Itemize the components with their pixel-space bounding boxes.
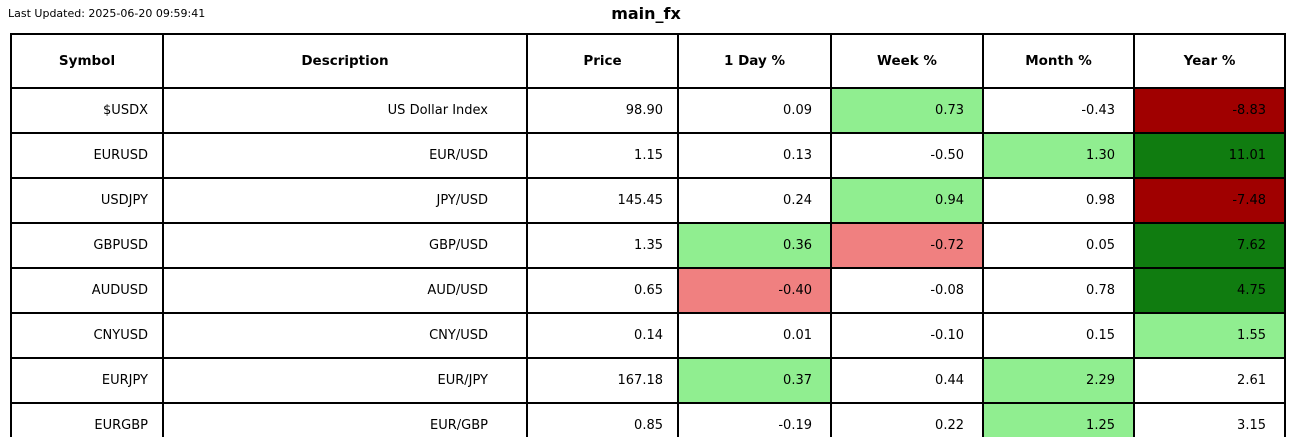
year-pct-cell: 11.01: [1133, 132, 1286, 179]
last-updated-text: Last Updated: 2025-06-20 09:59:41: [8, 7, 206, 20]
table-row: CNYUSD CNY/USD 0.14 0.01 -0.10 0.15 1.55: [10, 312, 1286, 359]
table-row: GBPUSD GBP/USD 1.35 0.36 -0.72 0.05 7.62: [10, 222, 1286, 269]
year-pct-cell: 7.62: [1133, 222, 1286, 269]
year-pct-cell: -8.83: [1133, 87, 1286, 134]
column-header-price: Price: [526, 33, 679, 89]
page-title: main_fx: [611, 4, 681, 23]
column-header-week-pct: Week %: [830, 33, 984, 89]
year-pct-cell: -7.48: [1133, 177, 1286, 224]
month-pct-cell: 0.05: [982, 222, 1135, 269]
description-cell: EUR/USD: [162, 132, 528, 179]
month-pct-cell: 1.25: [982, 402, 1135, 437]
day-pct-cell: -0.40: [677, 267, 832, 314]
year-pct-cell: 3.15: [1133, 402, 1286, 437]
price-cell: 1.15: [526, 132, 679, 179]
week-pct-cell: -0.72: [830, 222, 984, 269]
price-cell: 145.45: [526, 177, 679, 224]
day-pct-cell: -0.19: [677, 402, 832, 437]
table-row: EURGBP EUR/GBP 0.85 -0.19 0.22 1.25 3.15: [10, 402, 1286, 437]
week-pct-cell: -0.10: [830, 312, 984, 359]
week-pct-cell: 0.94: [830, 177, 984, 224]
price-cell: 0.85: [526, 402, 679, 437]
table-row: AUDUSD AUD/USD 0.65 -0.40 -0.08 0.78 4.7…: [10, 267, 1286, 314]
week-pct-cell: 0.73: [830, 87, 984, 134]
price-cell: 98.90: [526, 87, 679, 134]
symbol-cell: $USDX: [10, 87, 164, 134]
week-pct-cell: 0.22: [830, 402, 984, 437]
symbol-cell: CNYUSD: [10, 312, 164, 359]
day-pct-cell: 0.37: [677, 357, 832, 404]
description-cell: JPY/USD: [162, 177, 528, 224]
price-cell: 0.14: [526, 312, 679, 359]
symbol-cell: USDJPY: [10, 177, 164, 224]
symbol-cell: AUDUSD: [10, 267, 164, 314]
table-row: $USDX US Dollar Index 98.90 0.09 0.73 -0…: [10, 87, 1286, 134]
table-row: EURUSD EUR/USD 1.15 0.13 -0.50 1.30 11.0…: [10, 132, 1286, 179]
day-pct-cell: 0.24: [677, 177, 832, 224]
price-cell: 167.18: [526, 357, 679, 404]
description-cell: US Dollar Index: [162, 87, 528, 134]
day-pct-cell: 0.09: [677, 87, 832, 134]
day-pct-cell: 0.36: [677, 222, 832, 269]
price-cell: 1.35: [526, 222, 679, 269]
symbol-cell: EURJPY: [10, 357, 164, 404]
week-pct-cell: 0.44: [830, 357, 984, 404]
month-pct-cell: -0.43: [982, 87, 1135, 134]
symbol-cell: EURGBP: [10, 402, 164, 437]
description-cell: GBP/USD: [162, 222, 528, 269]
week-pct-cell: -0.08: [830, 267, 984, 314]
month-pct-cell: 0.15: [982, 312, 1135, 359]
year-pct-cell: 4.75: [1133, 267, 1286, 314]
column-header-month-pct: Month %: [982, 33, 1135, 89]
table-row: USDJPY JPY/USD 145.45 0.24 0.94 0.98 -7.…: [10, 177, 1286, 224]
year-pct-cell: 2.61: [1133, 357, 1286, 404]
fx-table-body: $USDX US Dollar Index 98.90 0.09 0.73 -0…: [10, 87, 1286, 437]
table-row: EURJPY EUR/JPY 167.18 0.37 0.44 2.29 2.6…: [10, 357, 1286, 404]
column-header-1day-pct: 1 Day %: [677, 33, 832, 89]
fx-table: Symbol Description Price 1 Day % Week % …: [10, 33, 1286, 437]
column-header-symbol: Symbol: [10, 33, 164, 89]
week-pct-cell: -0.50: [830, 132, 984, 179]
year-pct-cell: 1.55: [1133, 312, 1286, 359]
symbol-cell: EURUSD: [10, 132, 164, 179]
description-cell: EUR/GBP: [162, 402, 528, 437]
month-pct-cell: 0.98: [982, 177, 1135, 224]
month-pct-cell: 0.78: [982, 267, 1135, 314]
month-pct-cell: 2.29: [982, 357, 1135, 404]
table-header-row: Symbol Description Price 1 Day % Week % …: [10, 33, 1286, 89]
description-cell: EUR/JPY: [162, 357, 528, 404]
price-cell: 0.65: [526, 267, 679, 314]
month-pct-cell: 1.30: [982, 132, 1135, 179]
day-pct-cell: 0.01: [677, 312, 832, 359]
description-cell: AUD/USD: [162, 267, 528, 314]
column-header-description: Description: [162, 33, 528, 89]
symbol-cell: GBPUSD: [10, 222, 164, 269]
column-header-year-pct: Year %: [1133, 33, 1286, 89]
description-cell: CNY/USD: [162, 312, 528, 359]
day-pct-cell: 0.13: [677, 132, 832, 179]
